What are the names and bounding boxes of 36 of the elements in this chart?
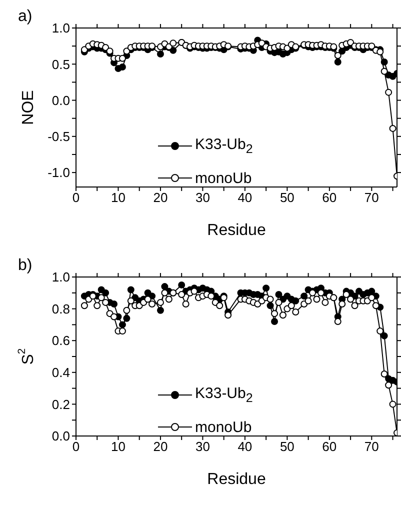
x-tick-label: 20 [153,190,168,206]
legend-label: monoUb [195,418,252,436]
y-tick-label: 1.0 [52,270,70,285]
x-tick-label: 70 [364,439,379,454]
x-tick-label: 0 [72,190,80,206]
y-axis-title: NOE [20,90,36,125]
y-tick-label: 0.4 [52,365,70,380]
x-tick-label: 70 [364,190,379,206]
x-tick-label: 10 [111,439,126,454]
y-tick-label: -1.0 [48,165,70,180]
x-tick-label: 20 [153,439,168,454]
x-tick-label: 60 [322,190,337,206]
x-tick-label: 50 [280,439,294,454]
x-axis-title: Residue [207,222,266,239]
y-tick-label: 0.2 [52,396,70,412]
legend-label: monoUb [195,170,252,186]
x-tick-label: 50 [280,190,294,206]
x-tick-label: 30 [195,190,210,206]
y-tick-label: 0.0 [52,92,70,108]
y-tick-label: 1.0 [52,20,70,36]
x-tick-label: 30 [195,439,210,454]
x-tick-label: 40 [238,439,252,454]
chart-title: a) [18,8,32,26]
legend-label: K33-Ub$_{2}$ [195,136,253,156]
legend-label: K33-Ub$_{2}$ [195,385,253,405]
chart-title: b) [18,257,32,275]
y-tick-label: 0.6 [52,333,70,348]
y-tick-label: -0.5 [48,129,70,144]
x-tick-label: 0 [72,439,80,454]
x-tick-label: 60 [322,439,337,454]
x-tick-label: 10 [111,190,126,206]
y-tick-label: 0.8 [52,301,70,316]
y-tick-label: 0.0 [52,428,70,444]
y-tick-label: 0.5 [52,56,70,72]
x-tick-label: 40 [238,190,252,206]
x-axis-title: Residue [207,471,266,488]
